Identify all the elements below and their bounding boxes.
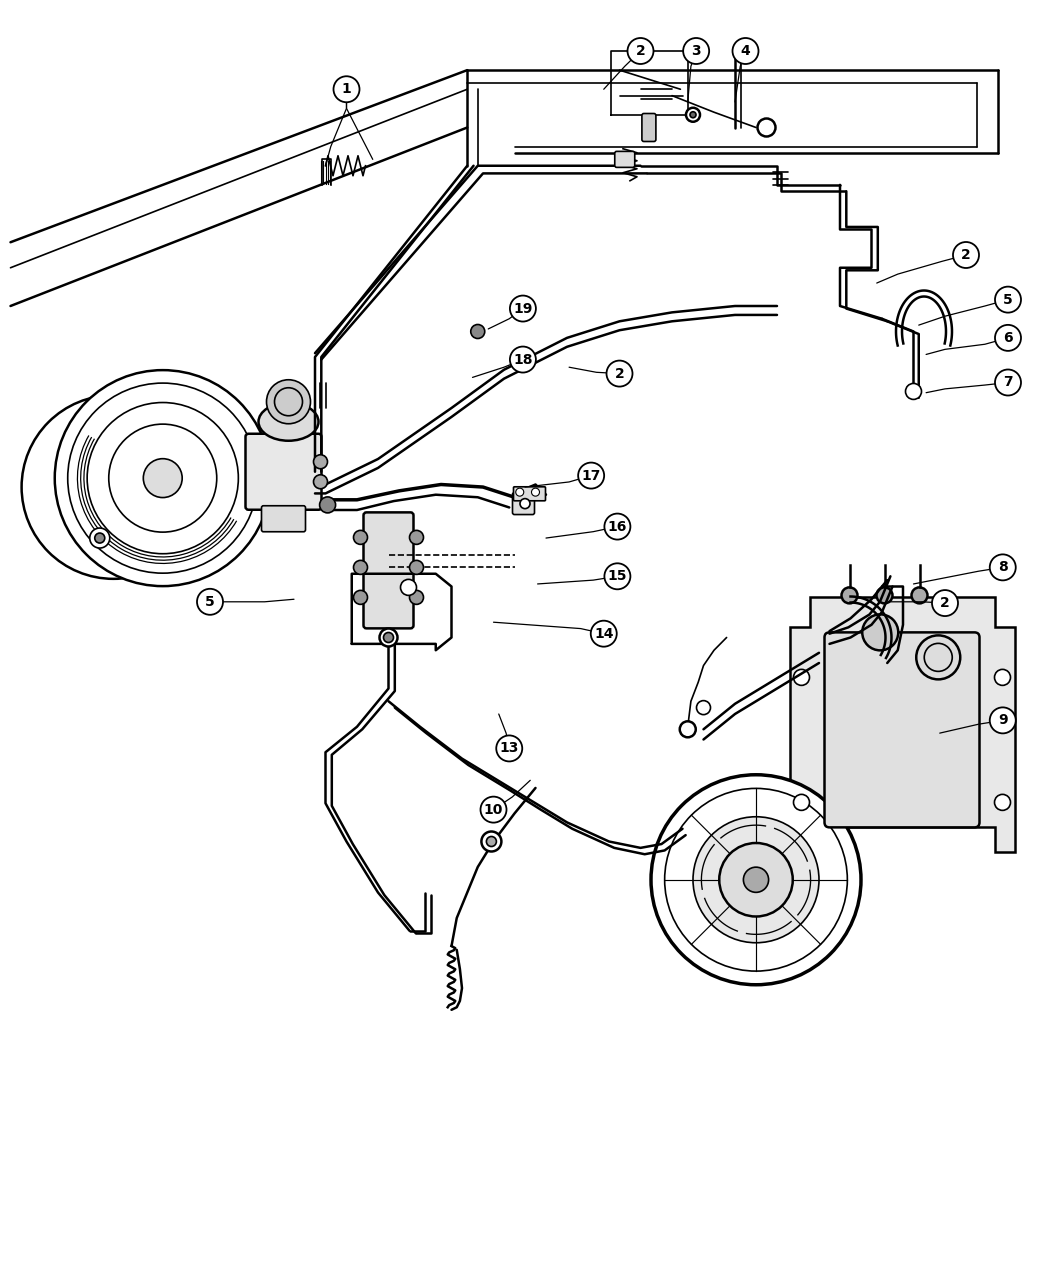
Circle shape [354, 590, 368, 604]
Circle shape [917, 635, 961, 680]
Text: 2: 2 [635, 45, 646, 57]
Text: 14: 14 [594, 627, 613, 640]
Circle shape [651, 775, 861, 984]
Circle shape [995, 370, 1021, 395]
Circle shape [696, 701, 711, 714]
Circle shape [990, 708, 1015, 733]
Text: 17: 17 [582, 469, 601, 482]
Text: 2: 2 [940, 597, 950, 609]
Circle shape [510, 347, 536, 372]
Text: 5: 5 [1003, 293, 1013, 306]
Circle shape [579, 463, 604, 488]
Text: 10: 10 [484, 803, 503, 816]
Circle shape [995, 287, 1021, 312]
FancyBboxPatch shape [824, 632, 980, 827]
Circle shape [383, 632, 394, 643]
Circle shape [267, 380, 311, 423]
FancyBboxPatch shape [642, 113, 656, 142]
Circle shape [794, 794, 810, 811]
Circle shape [87, 403, 238, 553]
FancyBboxPatch shape [966, 655, 982, 805]
Polygon shape [790, 598, 1014, 853]
Text: 19: 19 [513, 302, 532, 315]
Text: 15: 15 [608, 570, 627, 583]
Circle shape [55, 370, 271, 586]
Circle shape [591, 621, 616, 646]
Text: 7: 7 [1003, 376, 1013, 389]
FancyBboxPatch shape [246, 434, 321, 510]
Circle shape [628, 38, 653, 64]
Text: 6: 6 [1003, 332, 1013, 344]
Circle shape [994, 669, 1010, 686]
Circle shape [686, 108, 700, 121]
Circle shape [794, 669, 810, 686]
Circle shape [314, 474, 328, 488]
Circle shape [743, 867, 769, 892]
Circle shape [67, 382, 258, 574]
Circle shape [911, 588, 927, 603]
Circle shape [486, 836, 497, 847]
Circle shape [410, 561, 423, 574]
Circle shape [932, 590, 958, 616]
Circle shape [89, 528, 110, 548]
Circle shape [605, 514, 630, 539]
Text: 18: 18 [513, 353, 532, 366]
Circle shape [994, 794, 1010, 811]
Circle shape [410, 530, 423, 544]
FancyBboxPatch shape [512, 492, 534, 515]
Circle shape [497, 736, 522, 761]
Circle shape [690, 112, 696, 117]
Circle shape [684, 38, 709, 64]
Ellipse shape [258, 403, 318, 441]
Text: 9: 9 [998, 714, 1008, 727]
FancyBboxPatch shape [822, 655, 839, 805]
Text: 2: 2 [961, 249, 971, 261]
Text: 13: 13 [500, 742, 519, 755]
Circle shape [470, 325, 485, 338]
Circle shape [410, 590, 423, 604]
Circle shape [605, 564, 630, 589]
Circle shape [757, 119, 776, 136]
Circle shape [354, 561, 368, 574]
Circle shape [862, 615, 898, 650]
Circle shape [481, 831, 502, 852]
FancyBboxPatch shape [614, 152, 635, 167]
Circle shape [520, 499, 530, 509]
Circle shape [719, 843, 793, 917]
Circle shape [516, 488, 524, 496]
Circle shape [693, 817, 819, 942]
Circle shape [319, 497, 336, 513]
Circle shape [510, 296, 536, 321]
Circle shape [733, 38, 758, 64]
Circle shape [679, 722, 696, 737]
Text: 16: 16 [608, 520, 627, 533]
Text: 2: 2 [614, 367, 625, 380]
Text: 3: 3 [691, 45, 701, 57]
Circle shape [379, 629, 398, 646]
Text: 4: 4 [740, 45, 751, 57]
Circle shape [197, 589, 223, 615]
Text: 8: 8 [998, 561, 1008, 574]
Circle shape [995, 325, 1021, 351]
Circle shape [481, 797, 506, 822]
Circle shape [94, 533, 105, 543]
Circle shape [607, 361, 632, 386]
Text: 1: 1 [341, 83, 352, 96]
Circle shape [334, 76, 359, 102]
Circle shape [877, 588, 892, 603]
Circle shape [109, 425, 216, 532]
Circle shape [531, 488, 540, 496]
Circle shape [953, 242, 979, 268]
Circle shape [990, 555, 1015, 580]
Circle shape [905, 384, 922, 399]
Circle shape [400, 579, 417, 595]
FancyBboxPatch shape [363, 513, 414, 629]
Circle shape [314, 455, 328, 469]
Text: 5: 5 [205, 595, 215, 608]
FancyBboxPatch shape [261, 506, 306, 532]
Circle shape [841, 588, 858, 603]
Circle shape [143, 459, 183, 497]
FancyBboxPatch shape [513, 487, 546, 501]
Circle shape [354, 530, 368, 544]
